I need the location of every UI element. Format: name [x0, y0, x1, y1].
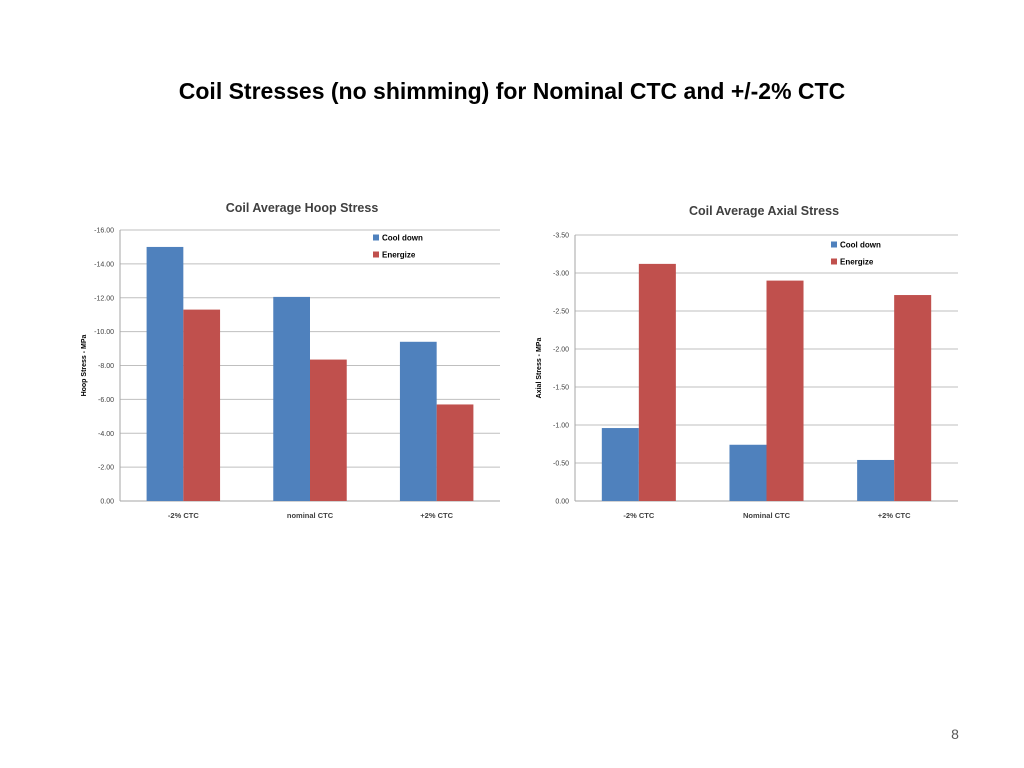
bar-cool-down [857, 459, 895, 501]
page-number: 8 [951, 726, 959, 742]
chart-title: Coil Average Hoop Stress [226, 201, 379, 215]
legend-label-energize: Energize [840, 258, 874, 267]
x-category-label: Nominal CTC [743, 511, 791, 520]
bar-cool-down [729, 444, 767, 501]
bar-energize [894, 295, 932, 501]
y-tick-label: -3.50 [553, 233, 569, 240]
legend-swatch-cool-down [831, 241, 837, 248]
y-tick-label: -0.50 [553, 461, 569, 468]
legend-label-cool-down: Cool down [840, 241, 881, 250]
y-axis-title: Axial Stress - MPa [536, 338, 543, 399]
y-tick-label: -1.50 [553, 385, 569, 392]
y-tick-label: 0.00 [555, 499, 569, 506]
y-tick-label: -12.00 [94, 295, 114, 302]
legend-swatch-cool-down [373, 234, 379, 241]
bar-cool-down [146, 246, 184, 501]
y-tick-label: -2.00 [553, 347, 569, 354]
y-tick-label: -14.00 [94, 261, 114, 268]
y-axis-title: Hoop Stress - MPa [81, 334, 88, 396]
legend-swatch-energize [373, 251, 379, 258]
hoop-stress-chart: Coil Average Hoop Stress -16.00 -14.00 -12.… [70, 190, 510, 530]
legend-label-cool-down: Cool down [382, 234, 423, 243]
axial-stress-chart: Coil Average Axial Stress -3.50 -3.00 -2.50… [525, 190, 970, 530]
slide-title: Coil Stresses (no shimming) for Nominal … [178, 78, 846, 104]
x-category-label: nominal CTC [287, 511, 334, 520]
hoop-stress-chart-svg: Coil Average Hoop Stress -16.00 -14.00 -12.… [81, 201, 500, 520]
y-tick-label: -16.00 [94, 228, 114, 235]
bar-cool-down [601, 428, 639, 501]
y-tick-label: -8.00 [98, 363, 114, 370]
y-tick-label: -1.00 [553, 423, 569, 430]
y-tick-label: -6.00 [98, 397, 114, 404]
chart-title: Coil Average Axial Stress [689, 204, 839, 218]
y-tick-label: -2.50 [553, 309, 569, 316]
y-tick-label: -4.00 [98, 431, 114, 438]
bar-energize [183, 309, 221, 501]
x-category-label: -2% CTC [168, 511, 199, 520]
bar-energize [436, 404, 474, 501]
bar-energize [638, 263, 676, 501]
x-category-label: +2% CTC [420, 511, 453, 520]
legend-label-energize: Energize [382, 251, 416, 260]
x-category-label: +2% CTC [878, 511, 911, 520]
bar-energize [310, 359, 347, 501]
bar-energize [766, 280, 804, 501]
y-tick-label: -2.00 [98, 465, 114, 472]
y-tick-label: -3.00 [553, 271, 569, 278]
bar-cool-down [399, 341, 437, 501]
bar-cool-down [273, 296, 310, 501]
legend-swatch-energize [831, 258, 837, 265]
y-tick-label: -10.00 [94, 329, 114, 336]
x-category-label: -2% CTC [623, 511, 654, 520]
axial-stress-chart-svg: Coil Average Axial Stress -3.50 -3.00 -2.50… [536, 204, 958, 520]
y-tick-label: 0.00 [100, 499, 114, 506]
